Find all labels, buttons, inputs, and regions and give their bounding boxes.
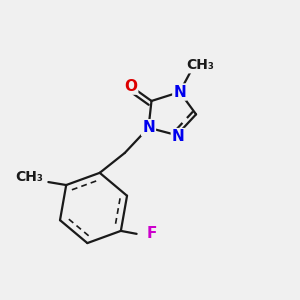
Text: N: N (142, 120, 155, 135)
Text: F: F (146, 226, 157, 242)
Text: N: N (173, 85, 186, 100)
Text: O: O (124, 79, 137, 94)
Text: N: N (172, 129, 184, 144)
Text: CH₃: CH₃ (16, 170, 44, 184)
Text: CH₃: CH₃ (187, 58, 214, 72)
